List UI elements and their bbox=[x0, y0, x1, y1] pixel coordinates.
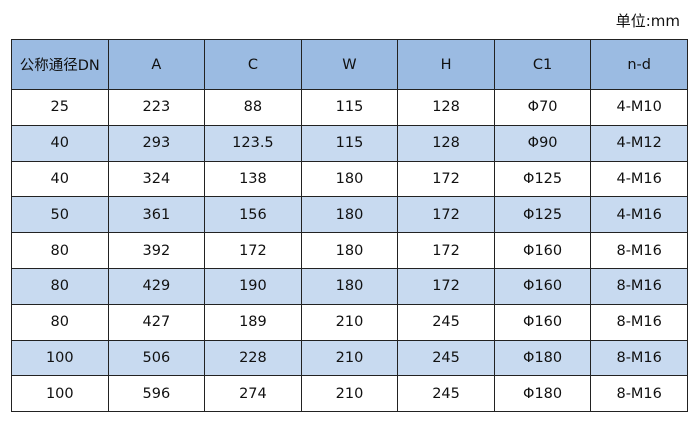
table-cell: 115 bbox=[300, 124, 399, 162]
table-cell: 115 bbox=[300, 89, 399, 126]
table-cell: 4-M12 bbox=[590, 124, 688, 162]
table-cell: 172 bbox=[397, 196, 495, 234]
table-cell: Φ125 bbox=[493, 160, 592, 198]
table-cell: Φ90 bbox=[493, 124, 592, 162]
table-cell: 100 bbox=[11, 375, 109, 413]
table-cell: 8-M16 bbox=[590, 339, 688, 377]
table-cell: 223 bbox=[107, 89, 206, 126]
table-row: 25 223 88 115 128 Φ70 4-M10 bbox=[11, 89, 688, 126]
table-cell: 228 bbox=[204, 339, 302, 377]
table-cell: 88 bbox=[204, 89, 302, 126]
column-header: W bbox=[300, 39, 399, 90]
table-cell: 429 bbox=[107, 267, 206, 305]
table-cell: 40 bbox=[11, 124, 109, 162]
table-cell: 100 bbox=[11, 339, 109, 377]
table-cell: 123.5 bbox=[204, 124, 302, 162]
table-cell: 180 bbox=[300, 160, 399, 198]
table-cell: 596 bbox=[107, 375, 206, 413]
table-row: 80 429 190 180 172 Φ160 8-M16 bbox=[11, 267, 688, 305]
table-cell: 210 bbox=[300, 339, 399, 377]
table-cell: 210 bbox=[300, 375, 399, 413]
table-cell: 190 bbox=[204, 267, 302, 305]
table-row: 50 361 156 180 172 Φ125 4-M16 bbox=[11, 196, 688, 234]
table-cell: 8-M16 bbox=[590, 232, 688, 269]
table-cell: 50 bbox=[11, 196, 109, 234]
column-header: A bbox=[107, 39, 206, 90]
table-row: 40 324 138 180 172 Φ125 4-M16 bbox=[11, 160, 688, 198]
table-cell: Φ180 bbox=[493, 339, 592, 377]
table-cell: 80 bbox=[11, 303, 109, 341]
dimension-table: 公称通径DN A C W H C1 n-d 25 223 88 115 128 Φ70 4-M10 40 2… bbox=[11, 39, 688, 413]
table-cell: 138 bbox=[204, 160, 302, 198]
table-cell: Φ160 bbox=[493, 232, 592, 269]
table-row: 100 596 274 210 245 Φ180 8-M16 bbox=[11, 375, 688, 413]
table-cell: 4-M16 bbox=[590, 196, 688, 234]
table-cell: 172 bbox=[204, 232, 302, 269]
table-row: 80 427 189 210 245 Φ160 8-M16 bbox=[11, 303, 688, 341]
table-cell: 361 bbox=[107, 196, 206, 234]
table-cell: 8-M16 bbox=[590, 375, 688, 413]
table-cell: 80 bbox=[11, 267, 109, 305]
table-cell: 8-M16 bbox=[590, 303, 688, 341]
table-cell: 180 bbox=[300, 267, 399, 305]
table-row: 80 392 172 180 172 Φ160 8-M16 bbox=[11, 232, 688, 269]
table-cell: 189 bbox=[204, 303, 302, 341]
column-header: H bbox=[397, 39, 495, 90]
table-cell: 25 bbox=[11, 89, 109, 126]
table-row: 100 506 228 210 245 Φ180 8-M16 bbox=[11, 339, 688, 377]
table-cell: 128 bbox=[397, 124, 495, 162]
table-cell: 8-M16 bbox=[590, 267, 688, 305]
table-cell: 172 bbox=[397, 267, 495, 305]
table-cell: 180 bbox=[300, 196, 399, 234]
table-cell: 427 bbox=[107, 303, 206, 341]
table-cell: 392 bbox=[107, 232, 206, 269]
table-cell: 172 bbox=[397, 160, 495, 198]
table-cell: 506 bbox=[107, 339, 206, 377]
table-cell: 210 bbox=[300, 303, 399, 341]
table-cell: Φ160 bbox=[493, 267, 592, 305]
header-row: 公称通径DN A C W H C1 n-d bbox=[11, 39, 688, 90]
unit-label: 单位:mm bbox=[615, 12, 680, 30]
column-header: n-d bbox=[590, 39, 688, 90]
table-cell: 245 bbox=[397, 303, 495, 341]
table-cell: Φ125 bbox=[493, 196, 592, 234]
table-cell: 80 bbox=[11, 232, 109, 269]
table-cell: 324 bbox=[107, 160, 206, 198]
table-cell: 4-M10 bbox=[590, 89, 688, 126]
table-cell: 180 bbox=[300, 232, 399, 269]
table-cell: 274 bbox=[204, 375, 302, 413]
table-cell: 40 bbox=[11, 160, 109, 198]
table-cell: 245 bbox=[397, 375, 495, 413]
table-row: 40 293 123.5 115 128 Φ90 4-M12 bbox=[11, 124, 688, 162]
table-cell: 4-M16 bbox=[590, 160, 688, 198]
table-cell: Φ160 bbox=[493, 303, 592, 341]
column-header: C1 bbox=[493, 39, 592, 90]
table-cell: 156 bbox=[204, 196, 302, 234]
table-cell: 245 bbox=[397, 339, 495, 377]
table-cell: Φ180 bbox=[493, 375, 592, 413]
table-cell: 128 bbox=[397, 89, 495, 126]
table-cell: 172 bbox=[397, 232, 495, 269]
table-cell: 293 bbox=[107, 124, 206, 162]
column-header: C bbox=[204, 39, 302, 90]
table-cell: Φ70 bbox=[493, 89, 592, 126]
column-header: 公称通径DN bbox=[11, 39, 109, 90]
